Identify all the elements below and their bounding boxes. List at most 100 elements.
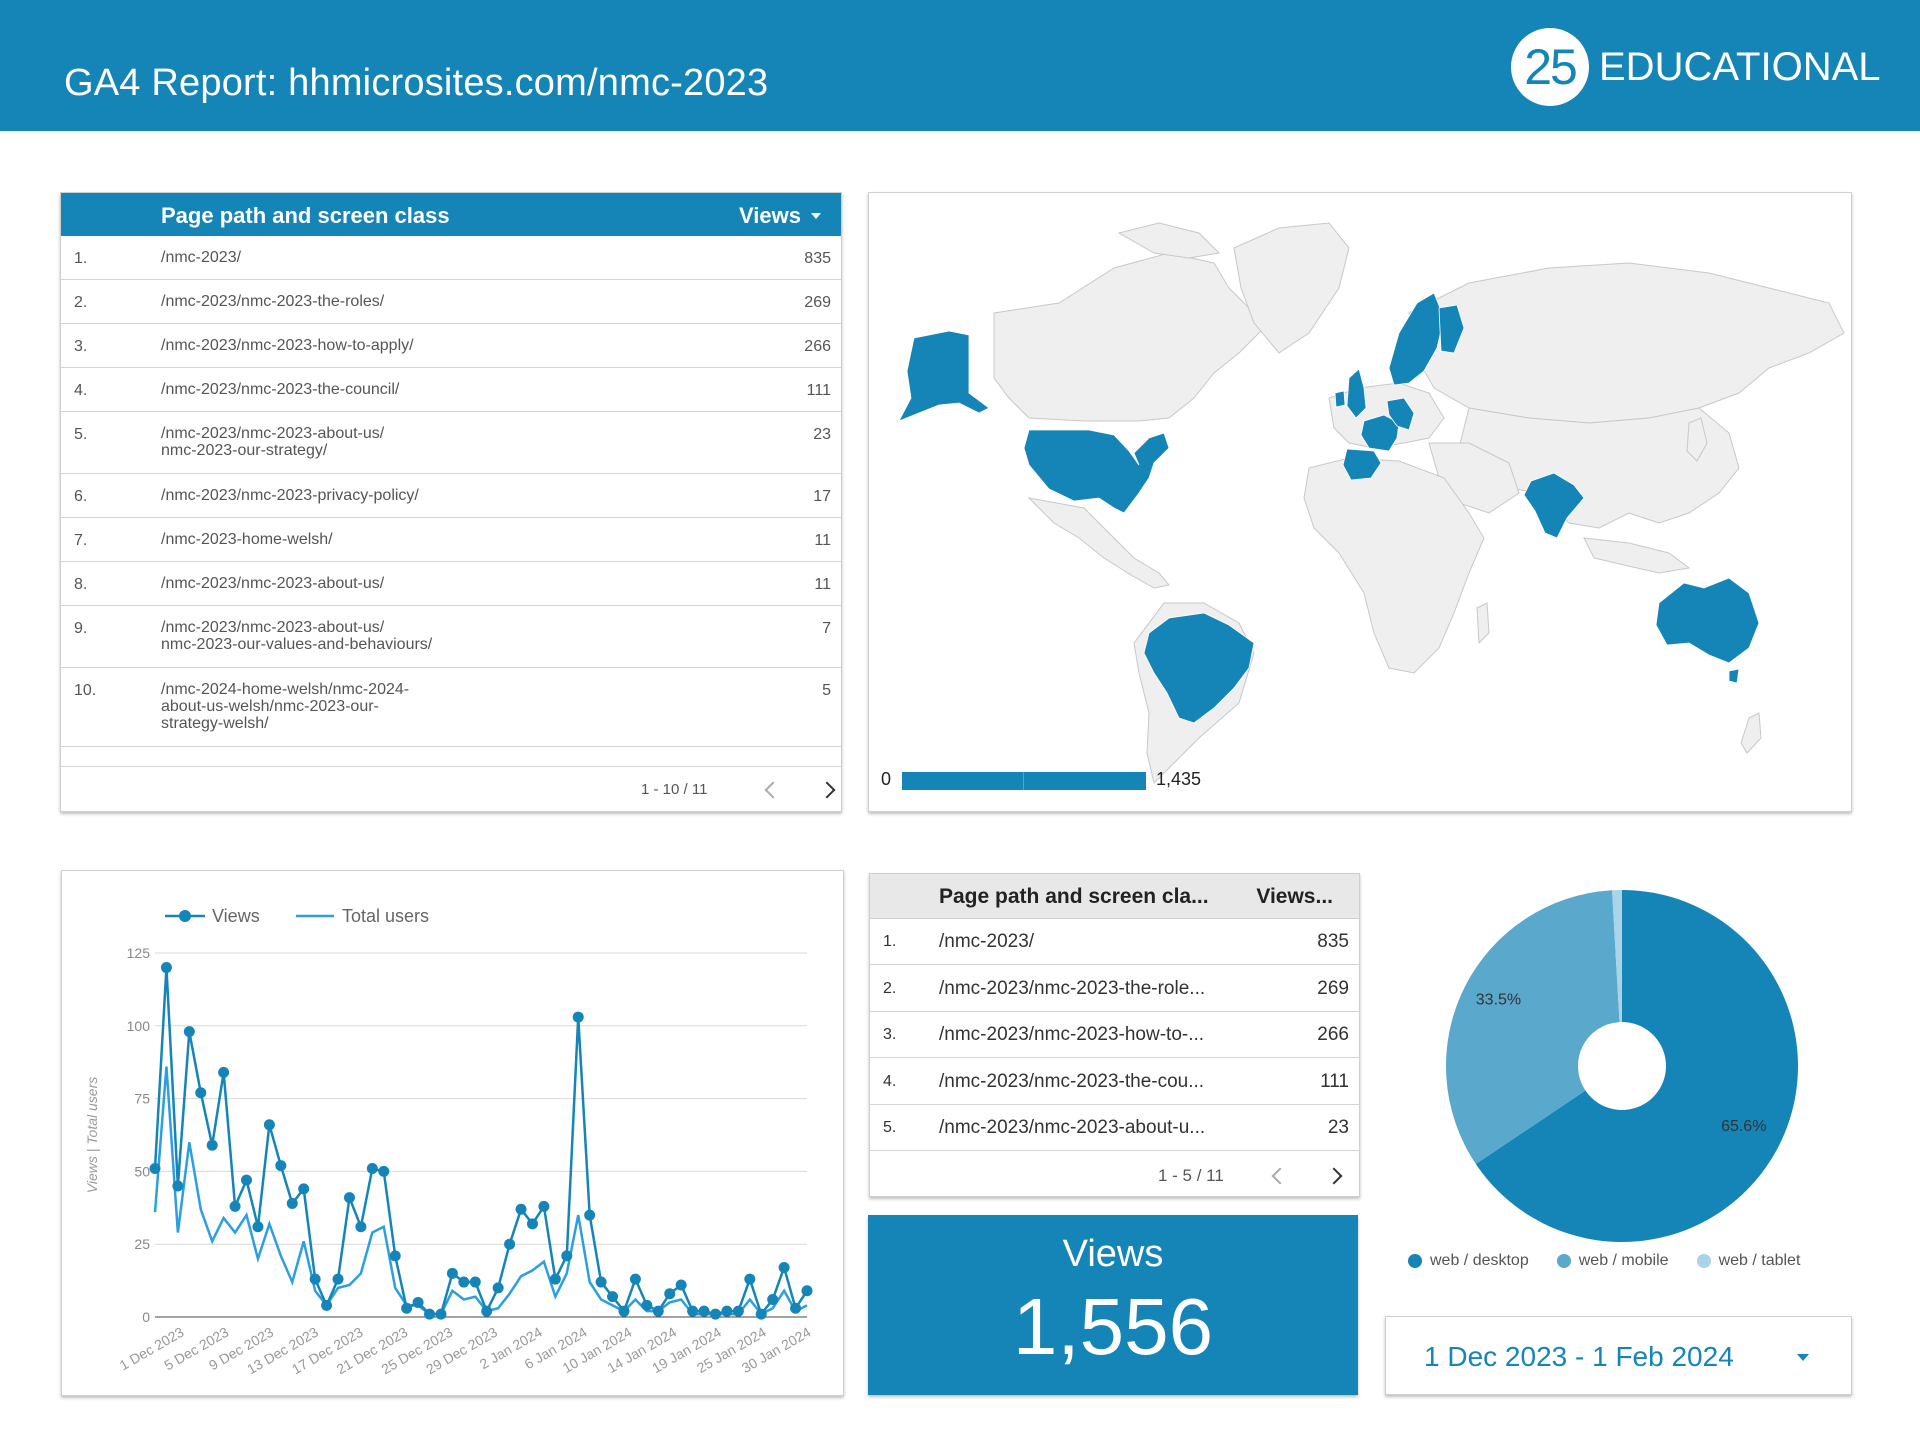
- map-region-new-zealand: [1740, 712, 1762, 754]
- row-number: 4.: [74, 382, 88, 399]
- map-region-mexico: [1027, 497, 1170, 589]
- table-row[interactable]: 6. /nmc-2023/nmc-2023-privacy-policy/17: [61, 474, 841, 518]
- views-data-point: [195, 1087, 207, 1099]
- world-map[interactable]: [869, 193, 1851, 811]
- table-row[interactable]: 9. /nmc-2023/nmc-2023-about-us/ nmc-2023-…: [61, 606, 841, 668]
- legend-marker-views: [179, 910, 191, 922]
- table-row[interactable]: 3. /nmc-2023/nmc-2023-how-to-... 266: [870, 1012, 1359, 1058]
- row-number: 6.: [74, 488, 88, 505]
- row-number: 7.: [74, 532, 88, 549]
- row-number: 5.: [74, 426, 88, 443]
- views-data-point: [492, 1282, 504, 1294]
- views-data-point: [561, 1250, 573, 1262]
- legend-item[interactable]: web / desktop: [1408, 1252, 1529, 1270]
- column-header-views[interactable]: Views: [739, 203, 801, 228]
- legend-item[interactable]: web / tablet: [1696, 1252, 1800, 1270]
- map-region-ireland: [1334, 390, 1346, 408]
- map-region-greenland: [1233, 222, 1350, 354]
- views-data-point: [641, 1299, 653, 1311]
- pie-slice-web-desktop[interactable]: [1475, 890, 1798, 1242]
- pie-slice-web-tablet[interactable]: [1612, 890, 1622, 1023]
- sort-desc-icon[interactable]: [811, 213, 821, 219]
- views-data-point: [343, 1192, 355, 1204]
- views-data-point: [149, 1162, 161, 1174]
- row-number: 5.: [883, 1119, 897, 1136]
- table-row[interactable]: 5. /nmc-2023/nmc-2023-about-u... 23: [870, 1105, 1359, 1151]
- row-page-path: /nmc-2023/nmc-2023-about-us/: [161, 575, 385, 592]
- dropdown-caret-icon[interactable]: [1797, 1354, 1809, 1361]
- chevron-left-icon[interactable]: [764, 781, 782, 798]
- views-data-point: [469, 1276, 481, 1288]
- row-number: 9.: [74, 620, 88, 637]
- pie-chart-svg[interactable]: 65.6% 33.5%: [1400, 870, 1840, 1250]
- legend-item[interactable]: web / mobile: [1556, 1252, 1669, 1270]
- table-row[interactable]: 1. /nmc-2023/835: [61, 236, 841, 280]
- table-row[interactable]: 4. /nmc-2023/nmc-2023-the-council/111: [61, 368, 841, 412]
- views-data-point: [698, 1305, 710, 1317]
- row-page-path: /nmc-2023/nmc-2023-how-to-...: [939, 1024, 1205, 1045]
- y-tick-label: 125: [127, 945, 151, 961]
- y-tick-label: 75: [134, 1091, 150, 1107]
- chevron-left-icon[interactable]: [1271, 1167, 1289, 1185]
- row-page-path: /nmc-2023/: [161, 249, 242, 266]
- table-row[interactable]: 10. /nmc-2024-home-welsh/nmc-2024- about-…: [61, 668, 841, 747]
- map-region-finland: [1438, 304, 1465, 354]
- pie-slice-web-mobile[interactable]: [1446, 890, 1620, 1165]
- row-page-path: /nmc-2023/nmc-2023-the-cou...: [939, 1070, 1205, 1092]
- date-range-picker[interactable]: 1 Dec 2023 - 1 Feb 2024: [1385, 1316, 1852, 1395]
- table-row[interactable]: 4. /nmc-2023/nmc-2023-the-cou... 111: [870, 1059, 1359, 1105]
- pages-table-small: Page path and screen cla... Views... 1. /…: [869, 873, 1360, 1197]
- table-pagination: 1 - 5 / 11: [1158, 1166, 1343, 1186]
- legend-dot-icon: [1556, 1254, 1571, 1268]
- legend-dot-icon: [1408, 1254, 1422, 1268]
- table-row[interactable]: 8. /nmc-2023/nmc-2023-about-us/11: [61, 562, 841, 606]
- chevron-right-icon[interactable]: [818, 781, 836, 798]
- views-data-point: [664, 1288, 676, 1300]
- row-number: 1.: [883, 933, 897, 950]
- date-range-value[interactable]: 1 Dec 2023 - 1 Feb 2024: [1424, 1341, 1734, 1372]
- map-region-india: [1523, 472, 1585, 539]
- map-region-japan: [1686, 417, 1708, 462]
- scorecard-label: Views: [1062, 1233, 1164, 1275]
- views-users-line-chart: 0 25 50 75 100 125 Views | Total users 1 Dec 20…: [61, 870, 844, 1396]
- table-row[interactable]: 2. /nmc-2023/nmc-2023-the-role... 269: [870, 966, 1359, 1012]
- map-region-indonesia: [1583, 537, 1691, 574]
- table-row[interactable]: 1. /nmc-2023/835: [870, 919, 1359, 965]
- table-row[interactable]: 5. /nmc-2023/nmc-2023-about-us/ nmc-2023-…: [61, 412, 841, 474]
- views-data-point: [229, 1200, 241, 1212]
- legend-label: web / desktop: [1430, 1252, 1529, 1269]
- views-data-point: [172, 1180, 184, 1192]
- y-tick-label: 50: [134, 1163, 150, 1179]
- map-region-tasmania: [1728, 668, 1740, 684]
- views-data-point: [309, 1273, 321, 1285]
- map-region-spain: [1342, 448, 1382, 481]
- row-page-path: /nmc-2023/nmc-2023-the-role...: [939, 977, 1206, 999]
- row-views: 269: [1317, 977, 1349, 999]
- row-views: 23: [1327, 1117, 1349, 1138]
- legend-label-views: Views: [212, 906, 260, 926]
- row-page-path: /nmc-2024-home-welsh/nmc-2024- about-us-…: [161, 681, 410, 732]
- legend-label: web / mobile: [1578, 1252, 1669, 1269]
- table-header: Page path and screen cla... Views...: [870, 874, 1359, 919]
- pie-slice-label: 33.5%: [1476, 992, 1521, 1009]
- row-views: 111: [806, 382, 831, 399]
- views-data-point: [458, 1276, 470, 1288]
- views-data-point: [389, 1250, 401, 1262]
- geo-map: 0 1,435: [868, 192, 1852, 812]
- column-header-views[interactable]: Views...: [1256, 885, 1333, 908]
- logo-badge: 25: [1511, 28, 1589, 106]
- table-row[interactable]: 7. /nmc-2023-home-welsh/11: [61, 518, 841, 562]
- row-views: 266: [804, 338, 831, 355]
- table-row[interactable]: 3. /nmc-2023/nmc-2023-how-to-apply/266: [61, 324, 841, 368]
- column-header-path[interactable]: Page path and screen cla...: [939, 885, 1209, 908]
- row-number: 3.: [74, 338, 88, 355]
- views-data-point: [709, 1308, 721, 1320]
- views-data-point: [504, 1238, 516, 1250]
- map-region-france: [1360, 414, 1400, 452]
- column-header-path[interactable]: Page path and screen class: [161, 203, 450, 228]
- row-views: 835: [1317, 931, 1349, 952]
- map-region-brazil: [1143, 612, 1255, 724]
- table-row[interactable]: 2. /nmc-2023/nmc-2023-the-roles/269: [61, 280, 841, 324]
- chevron-right-icon[interactable]: [1325, 1167, 1343, 1185]
